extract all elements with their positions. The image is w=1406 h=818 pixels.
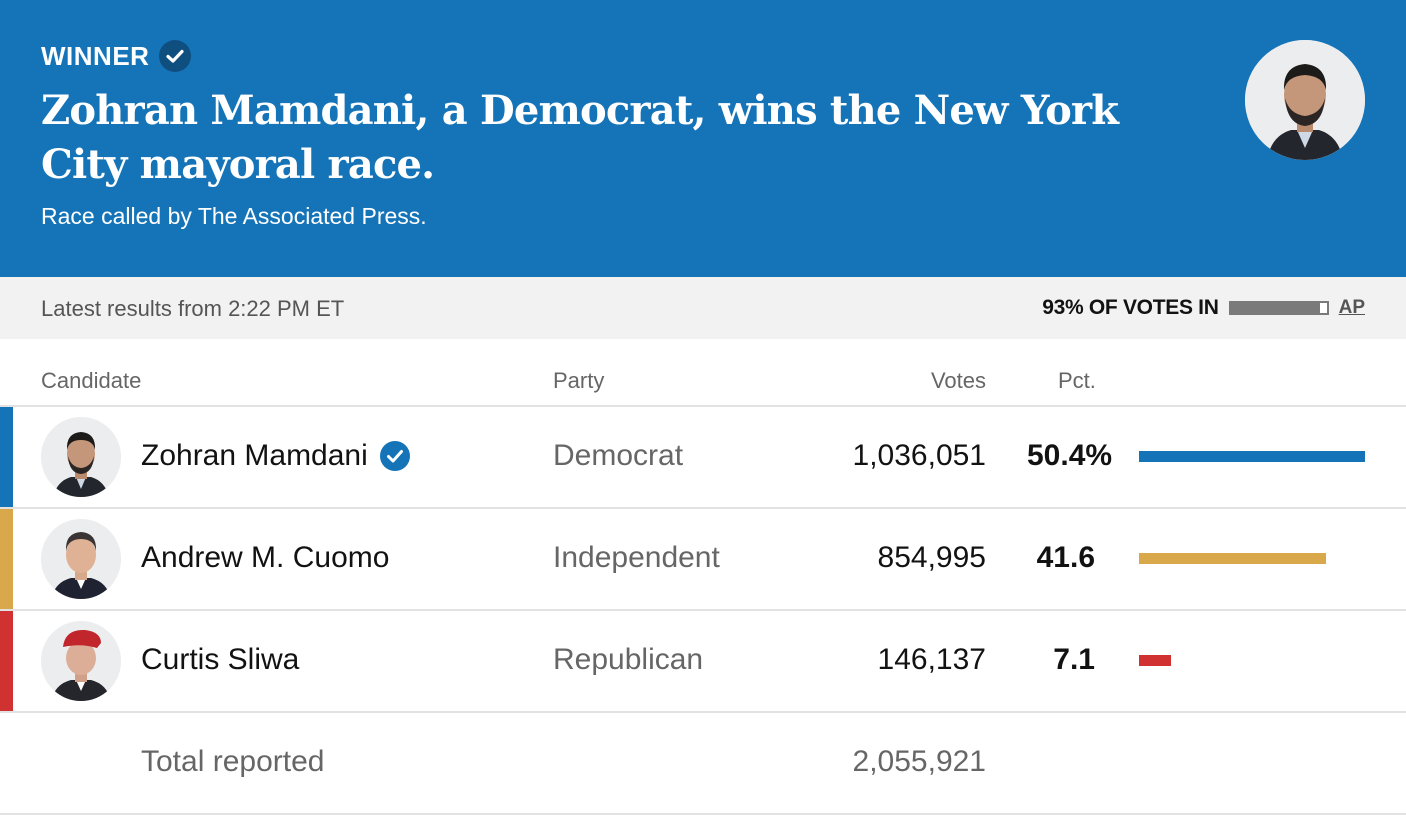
candidate-avatar: [41, 621, 121, 701]
candidate-votes: 146,137: [877, 643, 986, 676]
party-color-stripe: [0, 407, 13, 507]
table-row: Andrew M. Cuomo Independent 854,995 41.6: [0, 509, 1406, 611]
pct-bar: [1139, 655, 1171, 666]
votes-in-label: 93% OF VOTES IN: [1042, 296, 1219, 319]
votes-in-progress-fill: [1230, 303, 1320, 313]
table-row: Zohran Mamdani Democrat 1,036,051 50.4%: [0, 407, 1406, 509]
winner-check-icon: [379, 441, 410, 471]
pct-bar: [1139, 553, 1326, 564]
race-called-note: Race called by The Associated Press.: [41, 203, 427, 229]
winner-label: WINNER: [41, 40, 150, 71]
results-status-bar: Latest results from 2:22 PM ET 93% OF VO…: [0, 277, 1406, 339]
header-candidate: Candidate: [41, 368, 142, 393]
candidate-pct: 41.6: [1036, 541, 1095, 574]
votes-in-indicator: 93% OF VOTES IN AP: [1042, 296, 1365, 320]
total-row: Total reported 2,055,921: [0, 713, 1406, 815]
check-circle-icon: [159, 40, 192, 72]
ap-source-link[interactable]: AP: [1338, 297, 1365, 318]
candidate-name: Curtis Sliwa: [141, 643, 300, 676]
header-party: Party: [553, 368, 605, 393]
candidate-party: Republican: [553, 643, 704, 676]
winner-banner: WINNER Zohran Mamdani, a Democrat, wins …: [0, 0, 1406, 277]
total-label: Total reported: [141, 745, 325, 778]
candidate-pct: 50.4%: [1027, 439, 1113, 472]
candidate-votes: 854,995: [877, 541, 986, 574]
candidate-name-cell: Zohran Mamdani: [141, 439, 410, 473]
results-table-header: Candidate Party Votes Pct.: [0, 339, 1406, 407]
candidate-name: Andrew M. Cuomo: [141, 541, 390, 574]
table-row: Curtis Sliwa Republican 146,137 7.1: [0, 611, 1406, 713]
header-pct: Pct.: [1058, 368, 1096, 393]
party-color-stripe: [0, 509, 13, 609]
winner-row: WINNER: [41, 40, 192, 72]
winner-avatar: [1245, 40, 1365, 160]
candidate-avatar: [41, 519, 121, 599]
candidate-party: Independent: [553, 541, 720, 574]
pct-bar: [1139, 451, 1365, 462]
votes-in-progress-bar: [1228, 301, 1329, 315]
candidate-votes: 1,036,051: [852, 439, 986, 472]
headline: Zohran Mamdani, a Democrat, wins the New…: [41, 87, 1119, 188]
candidate-name-cell: Curtis Sliwa: [141, 643, 299, 677]
party-color-stripe: [0, 611, 13, 711]
candidate-name: Zohran Mamdani: [141, 439, 368, 472]
candidate-party: Democrat: [553, 439, 684, 472]
latest-results-time: Latest results from 2:22 PM ET: [41, 296, 345, 321]
total-votes: 2,055,921: [852, 745, 986, 778]
candidate-name-cell: Andrew M. Cuomo: [141, 541, 389, 575]
candidate-pct: 7.1: [1053, 643, 1095, 676]
candidate-avatar: [41, 417, 121, 497]
header-votes: Votes: [930, 368, 986, 393]
